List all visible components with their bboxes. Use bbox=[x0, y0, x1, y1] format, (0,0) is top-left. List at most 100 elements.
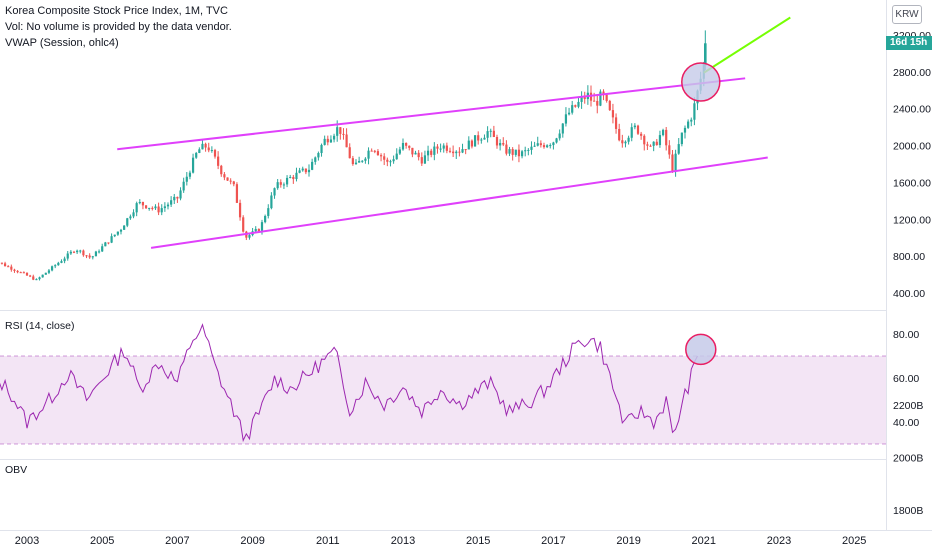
vwap-legend[interactable]: VWAP (Session, ohlc4) bbox=[5, 37, 119, 49]
candle-up bbox=[191, 153, 195, 174]
candle-body bbox=[138, 201, 141, 204]
candle-up bbox=[489, 128, 492, 138]
candle-body bbox=[596, 101, 599, 106]
rsi-tick-label: 80.00 bbox=[893, 329, 919, 341]
candle-body bbox=[257, 228, 260, 232]
projection-line bbox=[703, 16, 791, 74]
candle-up bbox=[561, 123, 564, 138]
rsi-marker[interactable] bbox=[685, 333, 717, 366]
candle-body bbox=[643, 135, 646, 145]
obv-axis[interactable]: 1800B 2000B 2200B bbox=[893, 400, 923, 517]
price-tick-label: 1200.00 bbox=[893, 214, 931, 226]
candle-body bbox=[35, 279, 38, 281]
candle-body bbox=[658, 135, 662, 146]
candle-down bbox=[220, 164, 223, 177]
candle-down bbox=[502, 137, 505, 147]
candle-down bbox=[13, 268, 16, 273]
candle-up bbox=[392, 155, 395, 164]
candle-down bbox=[379, 153, 383, 162]
price-marker-circle bbox=[681, 62, 721, 102]
candle-body bbox=[514, 149, 517, 155]
candle-up bbox=[398, 146, 401, 155]
candle-up bbox=[307, 164, 311, 177]
candle-up bbox=[558, 129, 561, 141]
candle-up bbox=[674, 149, 677, 177]
candle-down bbox=[448, 147, 452, 154]
candle-up bbox=[358, 156, 361, 163]
candle-down bbox=[621, 134, 624, 148]
candle-up bbox=[163, 202, 166, 212]
volume-note: Vol: No volume is provided by the data v… bbox=[5, 21, 232, 33]
candle-body bbox=[621, 140, 624, 144]
candle-body bbox=[60, 261, 63, 263]
candle-body bbox=[301, 168, 304, 171]
candle-body bbox=[486, 131, 489, 138]
candle-body bbox=[63, 258, 66, 262]
candle-body bbox=[614, 117, 618, 129]
candle-body bbox=[91, 256, 94, 258]
candle-body bbox=[254, 228, 257, 232]
candle-body bbox=[467, 140, 470, 150]
candle-down bbox=[640, 131, 643, 140]
candle-body bbox=[292, 176, 295, 180]
candle-body bbox=[97, 251, 101, 253]
currency-badge[interactable]: KRW bbox=[892, 5, 922, 24]
candle-up bbox=[285, 175, 289, 188]
candle-body bbox=[455, 151, 458, 154]
candle-body bbox=[680, 132, 683, 145]
candle-up bbox=[552, 141, 555, 150]
candle-up bbox=[154, 204, 157, 211]
candle-body bbox=[7, 266, 10, 268]
time-axis[interactable]: 2003 2005 2007 2009 2011 2013 2015 2017 2019 2021… bbox=[15, 535, 867, 547]
candle-body bbox=[671, 154, 674, 172]
obv-tick-label: 1800B bbox=[893, 505, 923, 517]
candle-body bbox=[480, 139, 483, 141]
candle-body bbox=[72, 251, 76, 253]
price-axis[interactable]: 400.00 800.00 1200.00 1600.00 2000.00 2400.00… bbox=[893, 30, 931, 300]
candle-body bbox=[361, 160, 364, 162]
candle-body bbox=[264, 215, 267, 223]
candle-up bbox=[567, 107, 571, 116]
candle-down bbox=[204, 142, 207, 152]
candle-up bbox=[104, 241, 107, 247]
candle-up bbox=[439, 143, 442, 153]
candle-body bbox=[176, 196, 179, 199]
candle-body bbox=[276, 182, 279, 189]
candle-body bbox=[373, 150, 376, 152]
candle-body bbox=[392, 159, 395, 162]
candle-up bbox=[41, 274, 44, 278]
candle-body bbox=[132, 212, 135, 217]
candle-body bbox=[0, 262, 4, 264]
candle-down bbox=[339, 127, 342, 140]
candle-up bbox=[173, 193, 176, 205]
candle-body bbox=[505, 144, 508, 154]
candle-up bbox=[60, 259, 63, 264]
candle-body bbox=[511, 149, 514, 155]
chart-drawings[interactable] bbox=[117, 16, 791, 249]
candle-up bbox=[63, 256, 66, 264]
rsi-axis[interactable]: 40.00 60.00 80.00 bbox=[893, 329, 919, 429]
candle-body bbox=[66, 253, 69, 259]
candle-down bbox=[176, 196, 179, 203]
candle-up bbox=[289, 174, 292, 179]
rsi-line bbox=[0, 323, 698, 443]
candle-body bbox=[442, 145, 445, 149]
candle-body bbox=[502, 143, 505, 145]
candle-up bbox=[170, 196, 173, 208]
candle-down bbox=[583, 91, 586, 104]
candle-body bbox=[389, 161, 392, 163]
candle-body bbox=[661, 129, 665, 136]
candle-body bbox=[593, 100, 596, 102]
candle-body bbox=[704, 43, 707, 66]
candle-down bbox=[445, 142, 448, 154]
candle-up bbox=[426, 145, 430, 162]
candle-up bbox=[119, 228, 123, 235]
candle-body bbox=[94, 251, 98, 257]
candle-down bbox=[7, 265, 10, 268]
candle-up bbox=[323, 135, 326, 146]
candle-up bbox=[295, 167, 298, 182]
candle-body bbox=[405, 142, 408, 146]
candle-up bbox=[455, 150, 458, 160]
candle-body bbox=[85, 255, 88, 257]
